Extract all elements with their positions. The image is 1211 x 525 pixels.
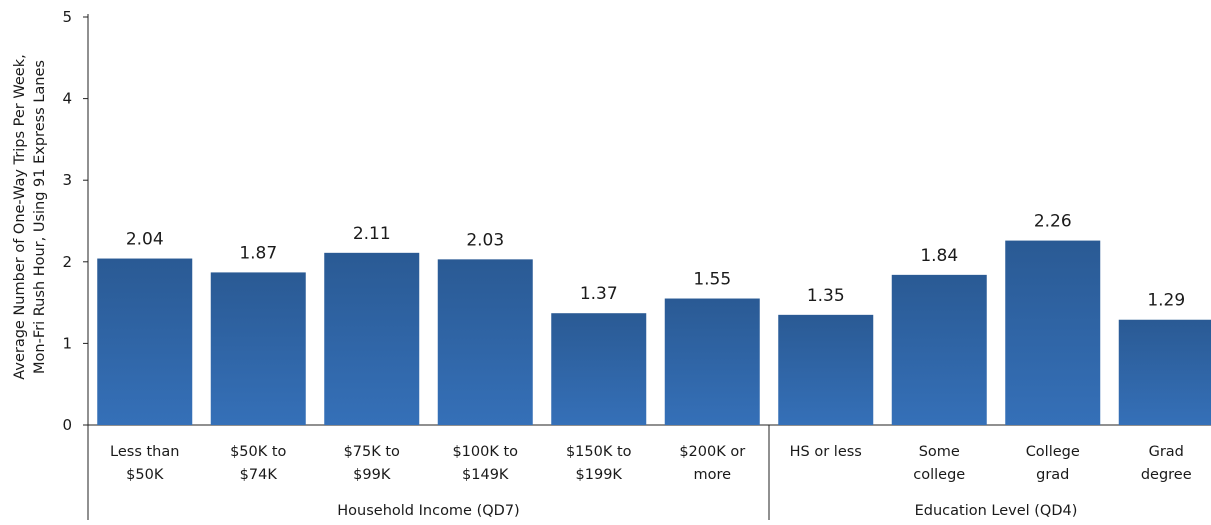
bar — [437, 259, 533, 425]
category-label: $200K or — [679, 444, 745, 460]
category-label: Grad — [1149, 444, 1184, 460]
bar — [1005, 240, 1101, 425]
y-axis-label: Average Number of One-Way Trips Per Week… — [12, 54, 48, 379]
category-label: degree — [1141, 467, 1192, 483]
category-label: $75K to — [344, 444, 400, 460]
data-label: 2.11 — [353, 224, 391, 244]
y-tick-label: 0 — [62, 416, 72, 434]
data-label: 1.84 — [920, 246, 958, 266]
data-label: 1.37 — [580, 284, 618, 304]
category-label: $100K to — [452, 444, 518, 460]
category-label: $50K — [126, 467, 164, 483]
y-tick-label: 2 — [62, 253, 72, 271]
bar — [891, 274, 987, 425]
category-label: $99K — [353, 467, 391, 483]
data-label: 1.35 — [807, 286, 845, 306]
category-label: $50K to — [230, 444, 286, 460]
y-tick-label: 5 — [62, 8, 72, 26]
bar — [324, 252, 420, 425]
y-tick-label: 3 — [62, 171, 72, 189]
y-tick-label: 4 — [62, 90, 72, 108]
bar — [778, 314, 874, 425]
category-label: $199K — [576, 467, 623, 483]
group-label: Education Level (QD4) — [915, 503, 1078, 519]
group-label: Household Income (QD7) — [337, 503, 519, 519]
category-label: HS or less — [790, 444, 862, 460]
category-label: $149K — [462, 467, 509, 483]
bar — [551, 313, 647, 425]
y-tick-label: 1 — [62, 334, 72, 352]
data-label: 2.26 — [1034, 212, 1072, 232]
category-label: $74K — [240, 467, 278, 483]
category-label: college — [913, 467, 965, 483]
bar — [210, 272, 306, 425]
data-label: 2.03 — [466, 230, 504, 250]
category-label: grad — [1036, 467, 1069, 483]
data-label: 1.29 — [1147, 291, 1185, 311]
data-label: 2.04 — [126, 230, 164, 250]
data-label: 1.55 — [693, 270, 731, 290]
bar — [1118, 319, 1211, 425]
category-label: Less than — [110, 444, 179, 460]
category-label: $150K to — [566, 444, 632, 460]
y-axis-label-line-2: Mon-Fri Rush Hour, Using 91 Express Lane… — [32, 60, 48, 374]
category-label: more — [693, 467, 731, 483]
bar — [97, 258, 193, 425]
y-axis-label-line-1: Average Number of One-Way Trips Per Week… — [12, 54, 28, 379]
category-label: College — [1026, 444, 1080, 460]
data-label: 1.87 — [239, 243, 277, 263]
category-label: Some — [919, 444, 960, 460]
bar — [664, 298, 760, 425]
